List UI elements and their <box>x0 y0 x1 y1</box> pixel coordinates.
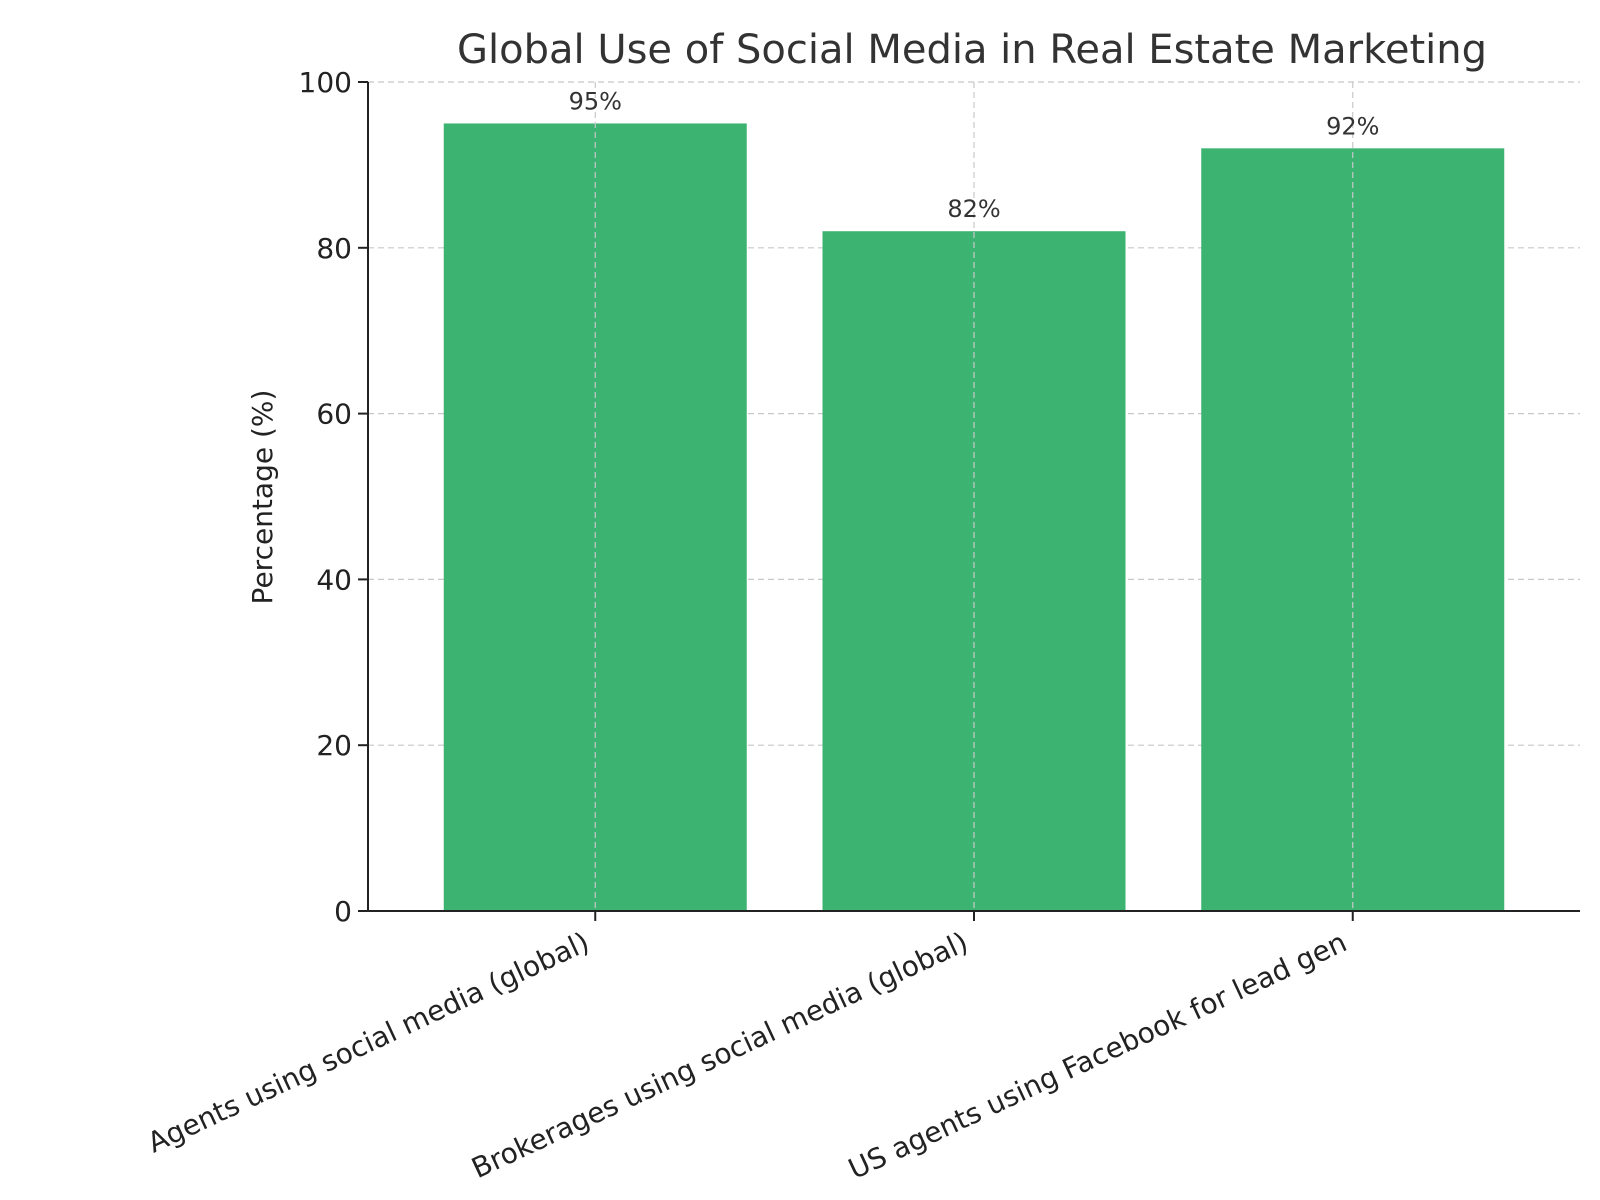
y-tick-label-0: 0 <box>334 895 352 928</box>
y-tick-label-20: 20 <box>316 729 352 762</box>
y-tick-label-80: 80 <box>316 232 352 265</box>
y-tick-label-60: 60 <box>316 398 352 431</box>
data-label-3: 92% <box>1326 112 1379 140</box>
x-tick-label-1: Agents using social media (global) <box>143 925 595 1159</box>
y-axis-label: Percentage (%) <box>246 390 279 605</box>
y-tick-label-40: 40 <box>316 563 352 596</box>
data-label-1: 95% <box>569 87 622 115</box>
data-label-2: 82% <box>947 195 1000 223</box>
y-ticks-layer: 0 20 40 60 80 100 <box>299 66 368 928</box>
x-ticks-layer: Agents using social media (global)Broker… <box>143 911 1354 1186</box>
y-tick-label-100: 100 <box>299 66 352 99</box>
data-labels-layer: 95% 82% 92% <box>569 87 1380 223</box>
chart-title: Global Use of Social Media in Real Estat… <box>457 27 1487 73</box>
